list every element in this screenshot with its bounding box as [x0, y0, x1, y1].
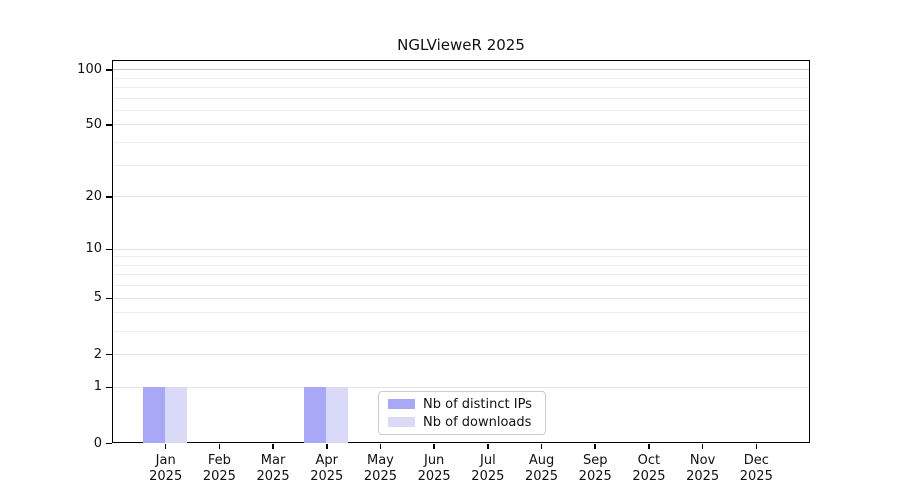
x-tick-mark: [272, 443, 274, 449]
x-tick-mark: [648, 443, 650, 449]
gridline-major: [113, 386, 809, 388]
gridline-major: [113, 196, 809, 198]
y-tick-label: 100: [77, 62, 102, 77]
gridline-major: [113, 69, 809, 71]
x-tick-mark: [540, 443, 543, 449]
legend-swatch-distinct-ips: [388, 399, 415, 409]
x-tick-label: Sep 2025: [578, 452, 612, 484]
gridline-minor: [113, 264, 809, 266]
gridline-minor: [113, 274, 809, 276]
legend: Nb of distinct IPs Nb of downloads: [378, 391, 546, 435]
gridline-major: [113, 297, 809, 299]
x-tick-label: Jul 2025: [471, 452, 505, 484]
x-tick-mark: [433, 443, 435, 449]
gridline-major: [113, 353, 809, 355]
x-tick-label: May 2025: [363, 452, 397, 484]
x-tick-label: Nov 2025: [686, 452, 720, 484]
y-tick-mark: [106, 124, 112, 127]
x-tick-label: Oct 2025: [632, 452, 666, 484]
gridline-minor: [113, 330, 809, 332]
y-tick-mark: [106, 196, 112, 198]
x-tick-label: Mar 2025: [256, 452, 290, 484]
x-tick-mark: [701, 443, 704, 449]
gridline-minor: [113, 142, 809, 144]
y-tick-label: 2: [93, 346, 102, 362]
gridline-major: [113, 248, 809, 250]
x-tick-mark: [755, 443, 758, 449]
y-tick-label: 5: [93, 290, 102, 306]
y-tick-mark: [106, 69, 112, 71]
gridline-minor: [113, 164, 809, 166]
x-tick-mark: [325, 443, 328, 449]
x-tick-mark: [218, 443, 221, 449]
x-tick-mark: [487, 443, 489, 449]
y-tick-mark: [106, 297, 112, 300]
y-tick-mark: [106, 386, 112, 389]
legend-label-distinct-ips: Nb of distinct IPs: [423, 396, 532, 412]
x-tick-label: Jan 2025: [149, 452, 183, 484]
legend-item-distinct-ips: Nb of distinct IPs: [379, 397, 545, 412]
y-tick-mark: [106, 353, 112, 356]
y-tick-mark: [106, 248, 112, 251]
bar-apr-downloads: [325, 386, 348, 443]
bar-jan-ips: [142, 386, 165, 443]
x-tick-label: Jun 2025: [417, 452, 451, 484]
x-tick-label: Dec 2025: [739, 452, 773, 484]
x-tick-label: Feb 2025: [202, 452, 236, 484]
y-tick-label: 1: [93, 379, 102, 395]
x-tick-mark: [594, 443, 597, 449]
x-tick-mark: [379, 443, 382, 449]
y-tick-mark: [106, 442, 112, 445]
legend-item-downloads: Nb of downloads: [379, 415, 545, 430]
bar-jan-downloads: [164, 386, 187, 443]
legend-label-downloads: Nb of downloads: [423, 414, 532, 430]
x-tick-label: Apr 2025: [310, 452, 344, 484]
gridline-minor: [113, 110, 809, 111]
gridline-minor: [113, 97, 809, 99]
gridline-minor: [113, 312, 809, 314]
gridline-minor: [113, 285, 809, 287]
bar-apr-ips: [303, 386, 326, 443]
x-tick-label: Aug 2025: [524, 452, 559, 484]
gridline-minor: [113, 256, 809, 258]
y-tick-label: 20: [85, 189, 102, 205]
gridline-minor: [113, 77, 809, 79]
y-tick-label: 10: [85, 241, 102, 257]
x-tick-mark: [164, 443, 167, 449]
y-tick-label: 50: [85, 117, 102, 133]
y-tick-label: 0: [93, 435, 102, 451]
chart-title: NGLVieweR 2025: [397, 36, 525, 54]
plot-area: [112, 60, 810, 443]
legend-swatch-downloads: [388, 417, 415, 427]
gridline-major: [113, 124, 809, 126]
gridline-minor: [113, 87, 809, 89]
